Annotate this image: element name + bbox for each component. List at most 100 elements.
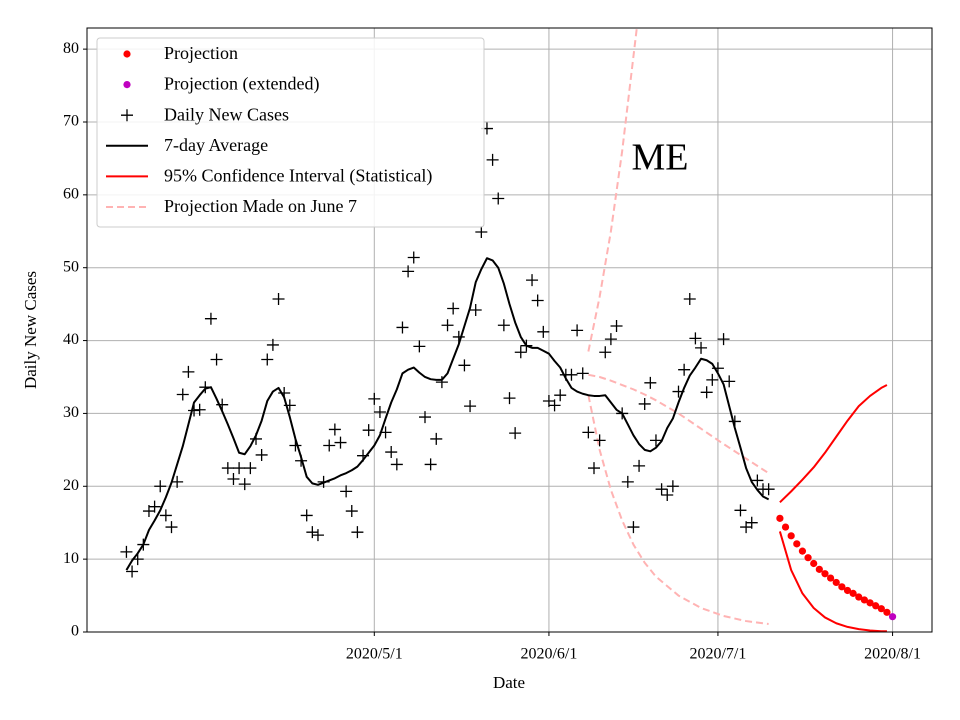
case-marker	[554, 389, 567, 402]
case-marker	[695, 341, 708, 354]
line-upper	[779, 384, 888, 504]
case-marker	[706, 373, 719, 386]
legend-label: Projection Made on June 7	[164, 196, 357, 216]
case-marker	[582, 426, 595, 439]
legend-label: Projection	[164, 43, 238, 63]
plot-area	[120, 28, 897, 632]
projection-dot	[843, 586, 852, 595]
case-marker	[723, 375, 736, 388]
case-marker	[447, 302, 460, 315]
case-marker	[182, 365, 195, 378]
y-tick-label: 40	[63, 331, 79, 348]
case-marker	[120, 545, 133, 558]
projection-dot	[855, 593, 863, 601]
legend-marker	[123, 50, 131, 58]
case-marker	[148, 500, 161, 513]
legend-label: Projection (extended)	[164, 74, 319, 95]
case-marker	[464, 400, 477, 413]
line-values	[125, 257, 770, 571]
case-marker	[385, 446, 398, 459]
case-marker	[204, 312, 217, 325]
case-marker	[351, 526, 364, 539]
case-marker	[689, 332, 702, 345]
annotation: ME	[632, 137, 689, 179]
case-marker	[497, 319, 510, 332]
line-lower	[587, 395, 769, 625]
y-tick-label: 80	[63, 40, 79, 57]
case-marker	[627, 521, 640, 534]
projection-dot	[810, 559, 818, 568]
line-upper	[587, 28, 638, 352]
case-marker	[475, 226, 488, 239]
case-marker	[340, 485, 353, 498]
line-lower	[778, 531, 887, 632]
legend-box	[96, 37, 485, 228]
y-tick-label: 10	[63, 550, 79, 567]
case-marker	[345, 505, 358, 518]
case-marker	[373, 405, 386, 418]
case-marker	[430, 432, 443, 445]
x-tick-label: 2020/8/1	[864, 646, 921, 663]
case-marker	[362, 424, 375, 437]
case-marker	[655, 483, 668, 496]
case-marker	[300, 509, 313, 522]
case-marker	[441, 319, 454, 332]
y-axis-label: Daily New Cases	[21, 271, 40, 389]
case-marker	[548, 399, 561, 412]
projection-dot	[832, 578, 840, 587]
case-marker	[390, 458, 403, 471]
case-marker	[210, 353, 223, 366]
case-marker	[621, 475, 634, 488]
legend-marker	[123, 81, 131, 89]
case-marker	[159, 509, 172, 522]
legend-label: 7-day Average	[164, 135, 268, 155]
case-marker	[576, 367, 589, 380]
legend-label: Daily New Cases	[164, 104, 289, 124]
case-marker	[255, 448, 268, 461]
case-marker	[221, 462, 234, 475]
projection-dot	[815, 565, 823, 573]
case-marker	[413, 340, 426, 353]
y-tick-label: 70	[63, 113, 79, 130]
case-marker	[435, 376, 448, 389]
axes: 0 10 20 30 40 50 60 70 80 2020/5/1 2020/6/1 2020/7/…	[63, 40, 921, 663]
case-marker	[593, 434, 606, 447]
legend-marker	[121, 109, 133, 122]
case-marker	[503, 392, 516, 405]
case-marker	[323, 439, 336, 452]
projection-dot	[860, 596, 869, 604]
projection-dot	[787, 532, 795, 540]
case-marker	[745, 516, 758, 529]
case-marker	[165, 521, 178, 534]
projection-dot	[838, 583, 846, 591]
case-marker	[588, 462, 600, 475]
case-marker	[762, 483, 775, 496]
case-marker	[526, 274, 539, 287]
case-marker	[486, 153, 499, 166]
case-marker	[509, 427, 522, 440]
case-marker	[531, 294, 544, 307]
case-marker	[644, 376, 657, 389]
projection-dot	[793, 540, 801, 548]
case-marker	[266, 338, 279, 351]
case-marker	[238, 478, 251, 491]
case-marker	[734, 504, 747, 517]
x-tick-label: 2020/7/1	[689, 646, 746, 663]
case-marker	[571, 324, 584, 337]
x-tick-label: 2020/6/1	[520, 646, 577, 663]
x-tick-label: 2020/5/1	[346, 646, 403, 663]
x-axis-label: Date	[493, 673, 525, 692]
case-marker	[565, 368, 578, 381]
projection-dot	[866, 599, 874, 607]
projection-dot	[781, 523, 790, 531]
case-marker	[176, 388, 189, 401]
case-marker	[661, 489, 674, 502]
case-marker	[154, 480, 167, 493]
case-marker	[188, 404, 201, 417]
case-marker	[272, 293, 285, 306]
case-marker	[126, 565, 139, 578]
case-marker	[407, 251, 420, 264]
projection-dot	[804, 554, 812, 562]
case-marker	[633, 459, 646, 472]
